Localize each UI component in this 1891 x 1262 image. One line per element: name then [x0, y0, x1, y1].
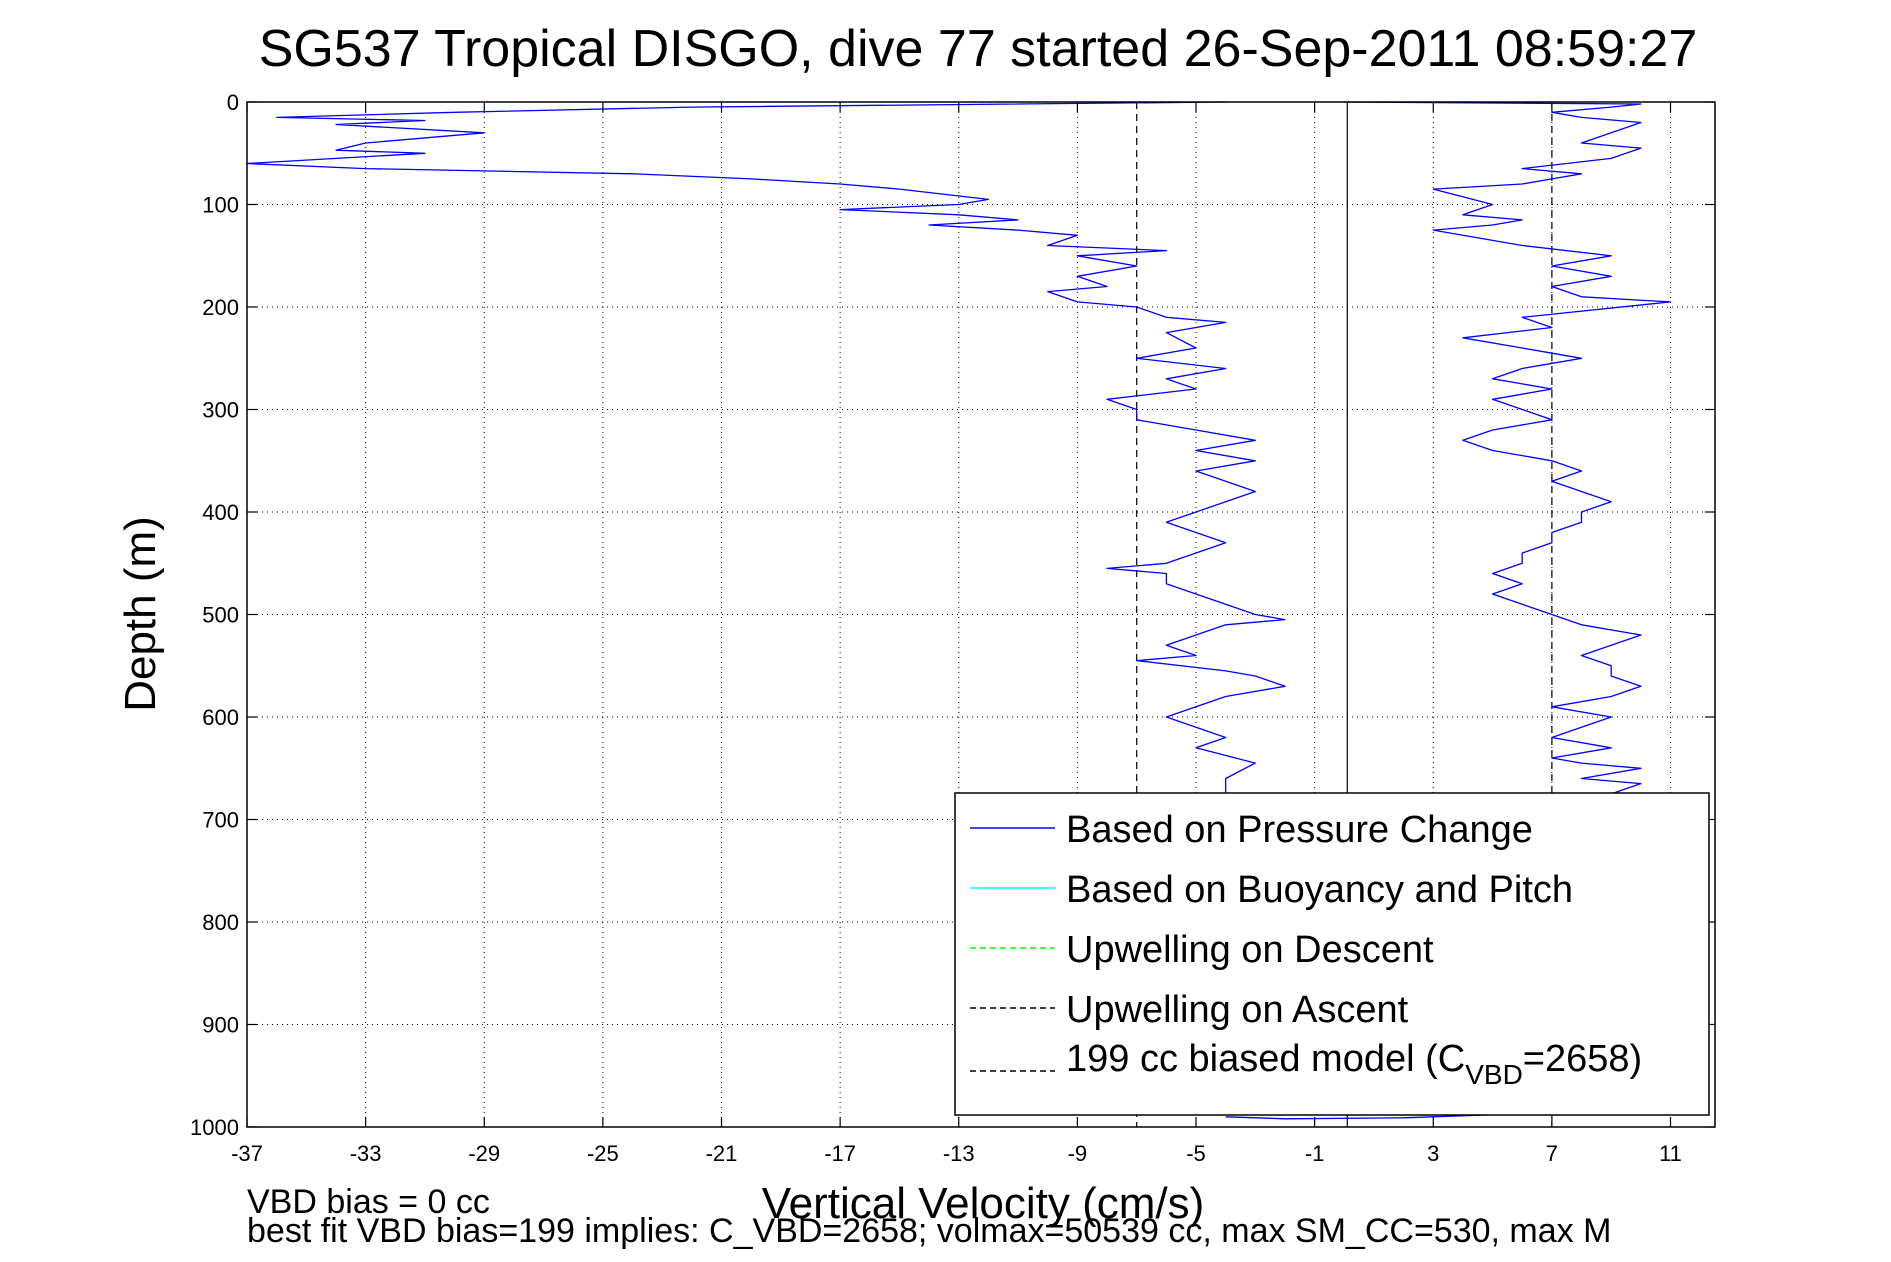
x-tick-label: -9: [1068, 1141, 1088, 1166]
y-tick-label: 200: [202, 295, 239, 320]
x-tick-label: -17: [824, 1141, 856, 1166]
y-axis-ticks: 0 100 200 300 400 500 600 700 800 900 1000: [190, 90, 1715, 1140]
x-axis-title: Vertical Velocity (cm/s): [762, 1179, 1205, 1228]
y-tick-label: 300: [202, 398, 239, 423]
x-tick-label: -29: [468, 1141, 500, 1166]
x-tick-label: -37: [231, 1141, 263, 1166]
x-tick-label: -1: [1305, 1141, 1325, 1166]
y-tick-label: 100: [202, 193, 239, 218]
series-line-bottom: [1225, 1114, 1493, 1120]
y-tick-label: 0: [227, 90, 239, 115]
legend-label-pressure-change: Based on Pressure Change: [1066, 809, 1533, 851]
x-tick-label: -33: [350, 1141, 382, 1166]
footnote-line-2: best fit VBD bias=199 implies: C_VBD=265…: [247, 1212, 1611, 1250]
x-tick-label: 11: [1659, 1141, 1682, 1166]
footnote-line-1: VBD bias = 0 cc: [247, 1183, 490, 1221]
x-tick-label: -21: [706, 1141, 738, 1166]
y-tick-label: 900: [202, 1013, 239, 1038]
legend-label-biased-model: 199 cc biased model (CVBD=2658): [1066, 1038, 1642, 1090]
x-tick-label: -5: [1186, 1141, 1206, 1166]
y-tick-label: 600: [202, 705, 239, 730]
series-line-descent: [246, 101, 1286, 799]
x-tick-label: 3: [1427, 1141, 1439, 1166]
legend-label-buoyancy-pitch: Based on Buoyancy and Pitch: [1066, 869, 1573, 911]
y-tick-label: 400: [202, 500, 239, 525]
chart-title: SG537 Tropical DISGO, dive 77 started 26…: [259, 20, 1698, 78]
y-tick-label: 1000: [190, 1115, 239, 1140]
y-tick-label: 700: [202, 808, 239, 833]
y-tick-label: 500: [202, 603, 239, 628]
x-tick-label: -25: [587, 1141, 619, 1166]
y-axis-title: Depth (m): [116, 516, 165, 712]
legend: Based on Pressure Change Based on Buoyan…: [954, 792, 1710, 1116]
x-tick-label: -13: [943, 1141, 975, 1166]
series-lines: [246, 101, 1672, 1120]
y-tick-label: 800: [202, 910, 239, 935]
legend-box: [954, 792, 1710, 1116]
x-tick-label: 7: [1546, 1141, 1558, 1166]
legend-label-upwelling-descent: Upwelling on Descent: [1066, 929, 1434, 971]
series-line-ascent: [1344, 101, 1672, 800]
x-axis-ticks: -37 -33 -29 -25 -21 -17 -13 -9 -5 -1 3 7 11: [231, 102, 1682, 1166]
legend-label-upwelling-ascent: Upwelling on Ascent: [1066, 989, 1409, 1031]
